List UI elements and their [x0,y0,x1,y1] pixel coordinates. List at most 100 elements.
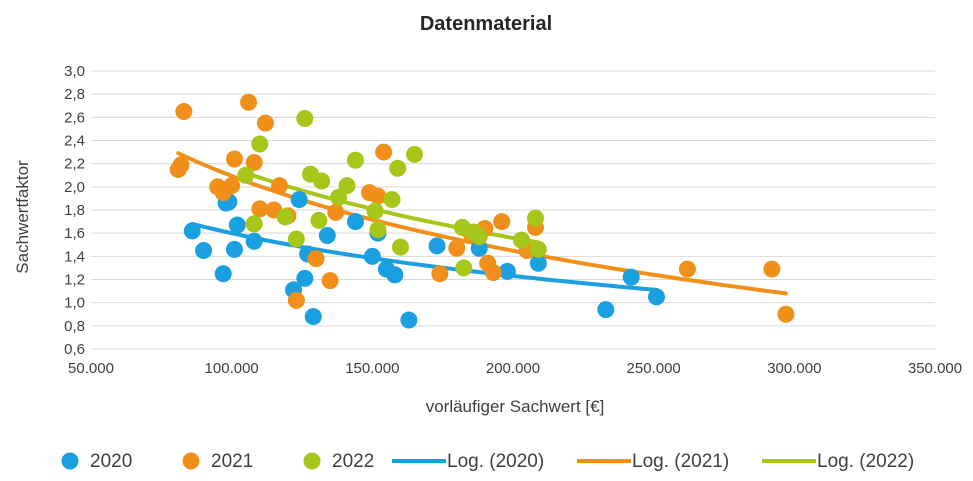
legend-label: 2022 [332,451,374,472]
data-point [296,269,314,287]
data-point [172,156,190,174]
y-tick-label: 0,6 [64,341,85,358]
data-point [313,172,331,190]
data-point [369,187,387,205]
data-point [363,247,381,265]
y-tick-label: 2,2 [64,156,85,173]
x-tick-label: 200.000 [486,360,540,377]
x-tick-label: 350.000 [908,360,962,377]
y-tick-label: 1,6 [64,225,85,242]
y-tick-label: 0,8 [64,318,85,335]
data-point [470,228,488,246]
data-point [225,240,243,258]
legend-label: 2020 [90,451,132,472]
data-point [512,231,530,249]
data-point [622,268,640,286]
data-point [287,291,305,309]
y-tick-label: 2,6 [64,109,85,126]
data-point [597,301,615,319]
data-point [527,209,545,227]
data-point [493,213,511,231]
data-point [223,177,241,195]
data-point [369,221,387,239]
data-point [386,266,404,284]
y-tick-label: 2,4 [64,133,85,150]
data-point [310,211,328,229]
data-point [346,151,364,169]
data-point [455,259,473,277]
data-point [448,239,466,257]
data-point [251,135,269,153]
data-point [647,288,665,306]
data-point [400,311,418,329]
y-tick-label: 2,0 [64,179,85,196]
data-point [375,143,393,161]
data-point [307,250,325,268]
data-point [346,213,364,231]
data-point [383,191,401,209]
data-point [484,264,502,282]
data-point [276,208,294,226]
y-axis-title: Sachwertfaktor [13,160,32,274]
data-point [251,200,269,218]
data-point [175,103,193,121]
data-point [245,154,263,172]
data-point [195,242,213,260]
data-point [763,260,781,278]
legend-marker [61,452,79,470]
x-tick-label: 250.000 [627,360,681,377]
series-2021 [169,93,795,323]
data-point [498,262,516,280]
data-point [240,93,258,111]
x-tick-label: 100.000 [205,360,259,377]
x-axis-title: vorläufiger Sachwert [€] [426,397,605,416]
data-point [287,230,305,248]
x-axis-ticks: 50.000 100.000 150.000 200.000 250.000 300.00… [68,360,962,377]
data-point [225,150,243,168]
data-point [321,272,339,290]
data-point [237,166,255,184]
series-2020 [183,191,665,329]
data-point [529,240,547,258]
y-tick-label: 3,0 [64,63,85,80]
y-axis-ticks: 0,6 0,8 1,0 1,2 1,4 1,6 1,8 2,0 2,2 2,4 2,6 2,8 3,0 [64,63,85,358]
data-points [169,93,795,329]
data-point [290,191,308,209]
x-tick-label: 150.000 [345,360,399,377]
data-point [431,265,449,283]
data-point [678,260,696,278]
data-point [338,177,356,195]
legend: 2020 2021 2022 Log. (2020) Log. (2021) Log. (… [61,451,914,472]
data-point [245,232,263,250]
x-tick-label: 50.000 [68,360,114,377]
y-tick-label: 2,8 [64,86,85,103]
data-point [318,226,336,244]
data-point [214,265,232,283]
data-point [183,222,201,240]
data-point [777,305,795,323]
trendline [190,221,659,292]
data-point [428,237,446,255]
data-point [406,145,424,163]
legend-marker [182,452,200,470]
y-tick-label: 1,0 [64,295,85,312]
data-point [270,177,288,195]
data-point [256,114,274,132]
data-point [391,238,409,256]
data-point [529,254,547,272]
legend-marker [303,452,321,470]
series-2022 [237,109,547,277]
chart-title: Datenmaterial [420,13,552,35]
data-point [304,308,322,326]
data-point [296,109,314,127]
legend-label: Log. (2021) [632,451,729,472]
data-point [245,215,263,233]
gridlines [91,70,935,350]
legend-label: 2021 [211,451,253,472]
data-point [228,216,246,234]
y-tick-label: 1,2 [64,272,85,289]
legend-label: Log. (2022) [817,451,914,472]
y-tick-label: 1,8 [64,202,85,219]
y-tick-label: 1,4 [64,248,85,265]
